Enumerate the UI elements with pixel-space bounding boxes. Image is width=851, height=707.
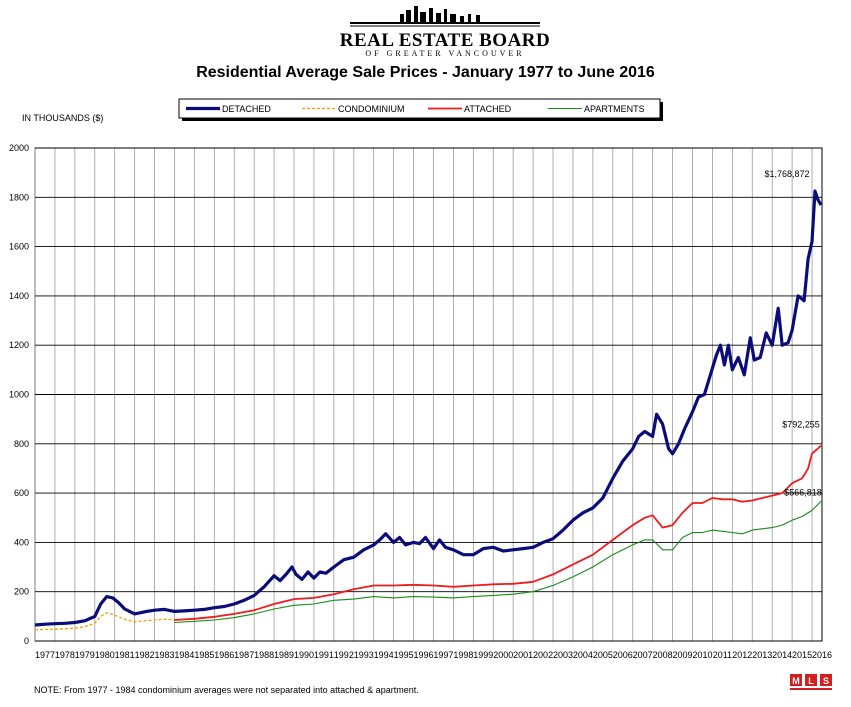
x-tick-label: 2004	[573, 650, 593, 660]
x-tick-label: 1993	[354, 650, 374, 660]
x-tick-label: 1997	[433, 650, 453, 660]
annotation-apartments: $566,818	[784, 487, 822, 497]
mls-logo-icon: M L S	[790, 674, 832, 690]
x-tick-label: 2001	[513, 650, 533, 660]
chart-annotations: $1,768,872 $792,255 $566,818	[764, 169, 821, 497]
x-tick-label: 2000	[493, 650, 513, 660]
y-tick-label: 1400	[9, 291, 29, 301]
legend-label-attached: ATTACHED	[464, 104, 512, 114]
x-tick-label: 1983	[154, 650, 174, 660]
x-tick-label: 1999	[473, 650, 493, 660]
x-tick-label: 1995	[394, 650, 414, 660]
x-tick-label: 2008	[653, 650, 673, 660]
x-tick-label: 1988	[254, 650, 274, 660]
x-tick-label: 2014	[772, 650, 792, 660]
x-tick-label: 2003	[553, 650, 573, 660]
x-tick-label: 1987	[234, 650, 254, 660]
y-tick-label: 400	[14, 537, 29, 547]
chart-grid	[34, 147, 823, 642]
x-tick-label: 1996	[414, 650, 434, 660]
series-line-attached	[174, 445, 822, 621]
x-tick-label: 1977	[35, 650, 55, 660]
x-tick-label: 2012	[732, 650, 752, 660]
x-tick-label: 2013	[752, 650, 772, 660]
chart-legend: DETACHED CONDOMINIUM ATTACHED APARTMENTS	[178, 98, 663, 121]
x-tick-label: 2010	[692, 650, 712, 660]
skyline-logo-icon	[350, 6, 540, 27]
legend-box	[178, 98, 661, 119]
x-tick-label: 1998	[453, 650, 473, 660]
y-tick-label: 1000	[9, 390, 29, 400]
legend-label-detached: DETACHED	[222, 104, 271, 114]
x-tick-label: 1984	[174, 650, 194, 660]
y-tick-label: 0	[24, 636, 29, 646]
annotation-attached: $792,255	[782, 420, 820, 430]
x-tick-label: 1992	[334, 650, 354, 660]
x-tick-label: 2007	[633, 650, 653, 660]
logo-subtitle: OF GREATER VANCOUVER	[365, 49, 525, 58]
x-tick-label: 2011	[713, 650, 732, 660]
legend-label-condominium: CONDOMINIUM	[338, 104, 405, 114]
chart-axes: 1977 1978 1979 1980 1981 1982 1983 1984 1985 1986…	[9, 143, 832, 660]
x-tick-label: 2002	[533, 650, 553, 660]
x-tick-label: 1980	[95, 650, 115, 660]
y-tick-label: 1800	[9, 192, 29, 202]
y-tick-label: 800	[14, 439, 29, 449]
x-tick-label: 2009	[673, 650, 693, 660]
y-tick-label: 1600	[9, 242, 29, 252]
svg-text:L: L	[808, 676, 814, 686]
x-tick-label: 2016	[812, 650, 832, 660]
x-tick-label: 1986	[214, 650, 234, 660]
y-tick-label: 600	[14, 488, 29, 498]
x-tick-label: 1979	[75, 650, 95, 660]
x-tick-label: 1981	[115, 650, 135, 660]
x-tick-label: 1985	[194, 650, 214, 660]
x-tick-label: 2005	[593, 650, 613, 660]
units-label: IN THOUSANDS ($)	[22, 113, 104, 123]
chart-title: Residential Average Sale Prices - Januar…	[196, 64, 655, 81]
svg-text:M: M	[792, 676, 800, 686]
reb-logo: REAL ESTATE BOARD OF GREATER VANCOUVER	[330, 4, 560, 58]
annotation-detached: $1,768,872	[764, 169, 809, 179]
x-tick-label: 1994	[374, 650, 394, 660]
x-tick-label: 2015	[792, 650, 812, 660]
y-tick-label: 1200	[9, 340, 29, 350]
logo-title: REAL ESTATE BOARD	[339, 30, 551, 51]
x-tick-label: 1989	[274, 650, 294, 660]
series-line-apartments	[174, 500, 822, 624]
x-tick-label: 2006	[613, 650, 633, 660]
series-line-condominium	[34, 612, 175, 631]
x-tick-label: 1982	[135, 650, 155, 660]
chart-series	[34, 189, 823, 631]
x-tick-label: 1991	[314, 650, 334, 660]
legend-label-apartments: APARTMENTS	[584, 104, 645, 114]
x-tick-label: 1978	[55, 650, 75, 660]
footnote: NOTE: From 1977 - 1984 condominium avera…	[34, 685, 419, 695]
series-line-detached	[34, 189, 823, 627]
y-tick-label: 2000	[9, 143, 29, 153]
x-tick-label: 1990	[294, 650, 314, 660]
svg-text:S: S	[823, 676, 829, 686]
y-tick-label: 200	[14, 587, 29, 597]
